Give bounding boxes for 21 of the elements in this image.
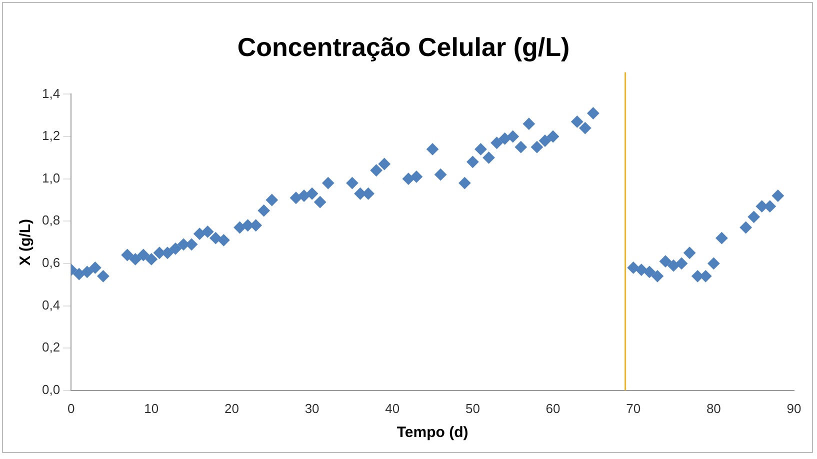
y-tick-label: 1,0 [42,170,60,186]
x-tick-label: 90 [786,400,802,416]
y-tick-label: 0,8 [42,212,60,228]
y-tick-label: 1,4 [42,86,60,101]
x-tick-label: 30 [304,400,320,416]
y-tick-label: 1,2 [42,128,60,144]
x-tick-label: 80 [706,400,721,416]
y-tick-label: 0,4 [42,297,60,312]
x-tick-label: 10 [144,400,159,416]
x-tick-label: 50 [465,400,480,416]
y-tick-label: 0,6 [42,255,60,270]
x-tick-label: 20 [224,400,239,416]
x-tick-label: 60 [546,400,560,416]
y-tick-label: 0,2 [42,340,60,355]
y-tick-label: 0,0 [42,382,60,397]
chart-title: Concentração Celular (g/L) [237,32,570,62]
x-tick-label: 40 [385,400,400,416]
x-tick-label: 0 [67,400,75,416]
x-tick-label: 70 [626,400,641,416]
x-axis-title: Tempo (d) [396,424,468,442]
y-axis-title: X (g/L) [17,218,34,266]
